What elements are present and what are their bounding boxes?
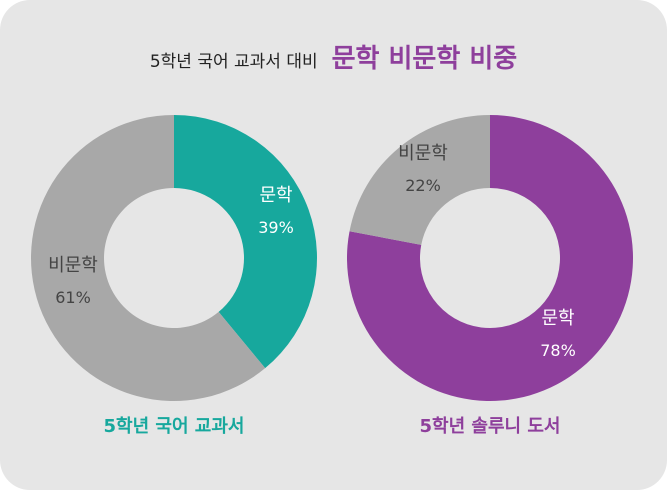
slice-percent-1-2: 61% — [55, 288, 91, 307]
chart-title: 문학 비문학 비중 — [331, 44, 518, 74]
chart-subtitle: 5학년 국어 교과서 대비 — [149, 52, 318, 72]
slice-percent-2-2: 22% — [405, 176, 441, 195]
title-row: 5학년 국어 교과서 대비 문학 비문학 비중 — [0, 38, 667, 78]
donut-slice-2-1 — [347, 115, 633, 401]
donut-slice-1-1 — [174, 115, 317, 369]
slice-label-1-1: 문학 — [259, 185, 292, 206]
chart-caption-1: 5학년 국어 교과서 — [104, 415, 245, 437]
donut-slice-1-2 — [31, 115, 266, 401]
slice-percent-1-1: 39% — [258, 218, 294, 237]
slice-label-2-1: 문학 — [541, 308, 574, 329]
chart-caption-2: 5학년 솔루니 도서 — [420, 415, 561, 437]
donut-slice-2-2 — [349, 114, 490, 245]
slice-label-1-2: 비문학 — [48, 255, 98, 276]
slice-label-2-2: 비문학 — [398, 143, 448, 164]
slice-percent-2-1: 78% — [540, 341, 576, 360]
